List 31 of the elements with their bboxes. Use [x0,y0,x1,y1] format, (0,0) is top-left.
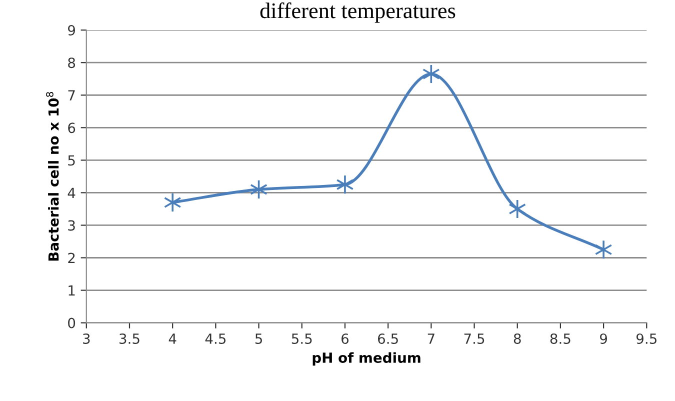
point [594,240,612,260]
point [164,192,182,212]
x-tick-label: 7.5 [464,334,484,344]
x-tick-label: 8 [514,333,521,344]
point [508,199,526,219]
x-tick-label: 8.5 [550,333,570,344]
x-tick-label: 6.5 [378,333,398,344]
y-tick-label: 9 [68,25,76,36]
x-tick-label: 5.5 [292,334,312,344]
x-tick-label: 3.5 [120,333,140,344]
x-tick-label: 3 [83,333,90,344]
x-tick-label: 4 [168,334,176,344]
y-tick-label: 0 [68,318,76,328]
x-tick-label: 4.5 [205,334,226,344]
chart-title: different temperatures [260,2,456,23]
y-tick-label: 4 [68,188,76,198]
y-tick-label: 8 [68,58,76,68]
x-tick-label: 7 [428,334,434,344]
x-tick-label: 6 [342,333,349,344]
y-tick-label: 3 [68,220,75,231]
point [336,174,354,195]
y-tick-label: 2 [68,252,75,264]
y-tick-label: 1 [68,285,75,296]
y-tick-label: 5 [68,155,75,166]
x-tick-label: 5 [255,334,262,344]
x-tick-label: 9.5 [636,333,656,344]
x-axis-title: pH of medium [312,352,420,366]
x-tick-label: 9 [600,333,607,344]
y-axis-title: Bacterial cell no x 10$^{8}$ [46,92,59,261]
y-tick-label: 6 [68,122,76,134]
y-tick-label: 7 [68,90,75,100]
